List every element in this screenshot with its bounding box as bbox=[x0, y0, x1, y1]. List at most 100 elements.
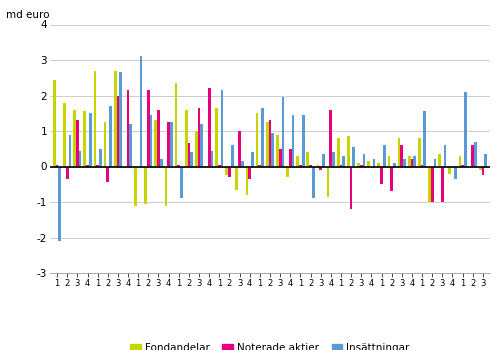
Bar bbox=[164, 167, 167, 205]
Bar bbox=[414, 156, 416, 167]
Bar bbox=[299, 165, 302, 167]
Bar bbox=[236, 167, 238, 190]
Bar bbox=[190, 152, 193, 167]
Bar bbox=[220, 90, 224, 167]
Bar bbox=[326, 167, 330, 197]
Bar bbox=[174, 83, 178, 167]
Bar bbox=[89, 113, 92, 167]
Bar bbox=[464, 92, 466, 167]
Bar bbox=[292, 115, 294, 167]
Bar bbox=[286, 167, 289, 177]
Bar bbox=[124, 167, 126, 168]
Bar bbox=[468, 167, 471, 168]
Bar bbox=[154, 120, 157, 167]
Bar bbox=[410, 159, 414, 167]
Bar bbox=[289, 149, 292, 167]
Bar bbox=[380, 167, 383, 184]
Bar bbox=[160, 159, 162, 167]
Bar bbox=[296, 156, 299, 167]
Bar bbox=[210, 150, 214, 167]
Bar bbox=[337, 138, 340, 167]
Bar bbox=[390, 167, 393, 191]
Bar bbox=[258, 165, 261, 167]
Bar bbox=[76, 120, 78, 167]
Bar bbox=[96, 165, 99, 167]
Bar bbox=[383, 145, 386, 167]
Bar bbox=[208, 89, 210, 167]
Bar bbox=[238, 131, 241, 167]
Bar bbox=[438, 154, 441, 167]
Bar bbox=[256, 113, 258, 167]
Bar bbox=[68, 134, 71, 167]
Bar bbox=[302, 115, 304, 167]
Bar bbox=[424, 111, 426, 167]
Bar bbox=[195, 131, 198, 167]
Bar bbox=[306, 152, 309, 167]
Bar bbox=[106, 167, 109, 182]
Bar bbox=[282, 97, 284, 167]
Bar bbox=[167, 122, 170, 167]
Bar bbox=[261, 108, 264, 167]
Bar bbox=[312, 167, 314, 198]
Bar bbox=[309, 165, 312, 167]
Bar bbox=[393, 163, 396, 167]
Bar bbox=[403, 159, 406, 167]
Bar bbox=[251, 152, 254, 167]
Bar bbox=[322, 154, 325, 167]
Bar bbox=[58, 167, 61, 241]
Bar bbox=[350, 167, 352, 209]
Bar bbox=[185, 110, 188, 167]
Bar bbox=[316, 165, 320, 167]
Bar bbox=[130, 124, 132, 167]
Bar bbox=[56, 165, 58, 167]
Bar bbox=[360, 165, 362, 167]
Bar bbox=[248, 167, 251, 179]
Bar bbox=[398, 138, 400, 167]
Bar bbox=[126, 90, 130, 167]
Bar bbox=[74, 110, 76, 167]
Bar bbox=[357, 163, 360, 167]
Bar bbox=[66, 167, 68, 179]
Bar bbox=[53, 79, 56, 167]
Bar bbox=[482, 167, 484, 175]
Bar bbox=[347, 136, 350, 167]
Text: md euro: md euro bbox=[6, 9, 50, 20]
Bar bbox=[332, 152, 335, 167]
Bar bbox=[246, 167, 248, 195]
Bar bbox=[94, 71, 96, 167]
Bar bbox=[78, 150, 82, 167]
Bar bbox=[84, 111, 86, 167]
Bar bbox=[150, 115, 152, 167]
Bar bbox=[104, 122, 106, 167]
Bar bbox=[228, 167, 231, 177]
Bar bbox=[448, 167, 451, 174]
Bar bbox=[418, 138, 420, 167]
Bar bbox=[441, 167, 444, 202]
Bar bbox=[434, 159, 436, 167]
Bar bbox=[266, 122, 268, 167]
Bar bbox=[134, 167, 137, 205]
Bar bbox=[226, 167, 228, 175]
Bar bbox=[378, 163, 380, 167]
Bar bbox=[215, 108, 218, 167]
Bar bbox=[408, 156, 410, 167]
Bar bbox=[454, 167, 456, 179]
Bar bbox=[484, 154, 487, 167]
Bar bbox=[320, 167, 322, 170]
Bar bbox=[268, 120, 272, 167]
Bar bbox=[116, 96, 119, 167]
Bar bbox=[188, 144, 190, 167]
Bar bbox=[474, 142, 477, 167]
Bar bbox=[388, 156, 390, 167]
Bar bbox=[444, 145, 446, 167]
Bar bbox=[241, 161, 244, 167]
Bar bbox=[231, 145, 234, 167]
Bar bbox=[120, 72, 122, 167]
Bar bbox=[400, 145, 403, 167]
Bar bbox=[431, 167, 434, 202]
Bar bbox=[368, 161, 370, 167]
Bar bbox=[200, 124, 203, 167]
Bar bbox=[362, 154, 366, 167]
Bar bbox=[114, 71, 116, 167]
Bar bbox=[352, 147, 355, 167]
